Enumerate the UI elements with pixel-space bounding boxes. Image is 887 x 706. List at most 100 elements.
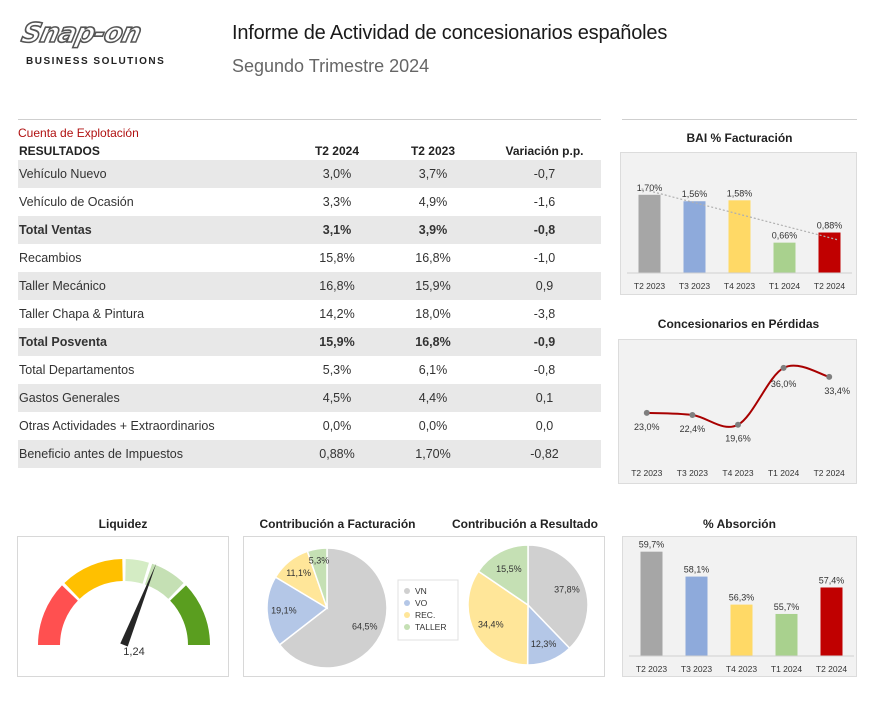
pie-legend: VN VO REC. TALLER	[397, 579, 459, 641]
facturacion-value-label: 5,3%	[309, 556, 330, 566]
x-tick-label: T1 2024	[771, 664, 802, 674]
legend-label: REC.	[415, 610, 435, 620]
perdidas-chart-panel: 23,0% T2 2023 22,4% T3 2023 19,6% T4 2023 36,0…	[618, 339, 857, 484]
point-value-label: 23,0%	[634, 422, 660, 432]
table-row: Taller Chapa & Pintura 14,2% 18,0% -3,8	[18, 300, 601, 328]
row-t2-2023: 0,0%	[418, 419, 448, 433]
x-tick-label: T2 2023	[634, 281, 665, 291]
row-name: Taller Mecánico	[19, 279, 106, 293]
table-header: RESULTADOS T2 2024 T2 2023 Variación p.p…	[18, 142, 601, 160]
bar-t1-2024	[775, 613, 798, 656]
resultado-slice-taller	[477, 544, 529, 607]
line-point	[826, 373, 833, 380]
row-t2-2024: 15,9%	[319, 335, 355, 349]
bai-chart-title: BAI % Facturación	[686, 131, 793, 145]
absorcion-chart-title: % Absorción	[703, 517, 776, 531]
bar-value-label: 1,70%	[637, 183, 663, 193]
perdidas-chart-title: Concesionarios en Pérdidas	[657, 317, 820, 331]
section-label: Cuenta de Explotación	[18, 126, 139, 140]
row-variation: -0,8	[533, 223, 556, 237]
table-row: Otras Actividades + Extraordinarios 0,0% 0…	[18, 412, 601, 440]
point-value-label: 36,0%	[771, 379, 797, 389]
facturacion-slice-taller	[306, 547, 328, 609]
row-t2-2023: 4,9%	[418, 195, 448, 209]
row-t2-2024: 3,3%	[322, 195, 352, 209]
row-name: Vehículo Nuevo	[19, 167, 107, 181]
x-tick-label: T2 2024	[816, 664, 847, 674]
absorcion-chart-panel: 59,7% T2 2023 58,1% T3 2023 56,3% T4 2023 55,7…	[622, 536, 857, 677]
table-row: Gastos Generales 4,5% 4,4% 0,1	[18, 384, 601, 412]
row-t2-2024: 16,8%	[319, 279, 355, 293]
point-value-label: 19,6%	[725, 434, 751, 444]
row-variation: -0,8	[533, 363, 556, 377]
row-t2-2023: 3,7%	[418, 167, 448, 181]
row-variation: 0,0	[535, 419, 554, 433]
row-variation: 0,1	[535, 391, 554, 405]
point-value-label: 22,4%	[680, 424, 706, 434]
x-tick-label: T2 2023	[631, 468, 662, 478]
row-name: Beneficio antes de Impuestos	[19, 447, 183, 461]
table-body: Vehículo Nuevo 3,0% 3,7% -0,7 Vehículo de Oc…	[18, 160, 601, 468]
row-t2-2023: 4,4%	[418, 391, 448, 405]
facturacion-value-label: 19,1%	[271, 606, 297, 616]
table-row: Beneficio antes de Impuestos 0,88% 1,70% -0…	[18, 440, 601, 468]
line-point	[643, 409, 650, 416]
bar-t4-2023	[730, 604, 753, 656]
resultado-value-label: 12,3%	[531, 639, 557, 649]
x-tick-label: T3 2023	[677, 468, 708, 478]
x-tick-label: T2 2024	[814, 281, 845, 291]
legend-marker	[404, 624, 410, 630]
bar-t2-2023	[638, 194, 661, 273]
legend-marker	[404, 612, 410, 618]
bar-value-label: 57,4%	[819, 575, 845, 585]
bar-value-label: 58,1%	[684, 565, 710, 575]
x-tick-label: T2 2023	[636, 664, 667, 674]
row-t2-2023: 3,9%	[418, 223, 448, 237]
row-name: Total Departamentos	[19, 363, 135, 377]
trend-line	[641, 188, 838, 241]
row-t2-2024: 0,88%	[319, 447, 355, 461]
legend-label: VN	[415, 586, 427, 596]
bar-t2-2023	[640, 551, 663, 656]
page-title: Informe de Actividad de concesionarios e…	[232, 22, 668, 44]
table-row: Recambios 15,8% 16,8% -1,0	[18, 244, 601, 272]
header-results: RESULTADOS	[19, 144, 100, 158]
row-variation: -0,7	[533, 167, 556, 181]
x-tick-label: T1 2024	[768, 468, 799, 478]
legend-marker	[404, 600, 410, 606]
header-variation: Variación p.p.	[505, 144, 584, 158]
facturacion-chart-title: Contribución a Facturación	[259, 517, 416, 531]
facturacion-slice-vn	[278, 547, 388, 669]
logo-text: Snap-on	[18, 17, 144, 50]
x-tick-label: T3 2023	[679, 281, 710, 291]
bai-chart: 1,70% T2 2023 1,56% T3 2023 1,58% T4 2023 0,66…	[627, 183, 852, 291]
row-t2-2023: 15,9%	[415, 279, 451, 293]
legend-label: TALLER	[415, 622, 447, 632]
facturacion-value-label: 64,5%	[352, 621, 378, 631]
table-row: Total Ventas 3,1% 3,9% -0,8	[18, 216, 601, 244]
bai-chart-panel: 1,70% T2 2023 1,56% T3 2023 1,58% T4 2023 0,66…	[620, 152, 857, 295]
divider-right	[622, 119, 857, 120]
gauge-needle	[120, 563, 157, 647]
row-name: Taller Chapa & Pintura	[19, 307, 145, 321]
legend-label: VO	[415, 598, 428, 608]
row-t2-2023: 16,8%	[415, 251, 451, 265]
line-point	[735, 421, 741, 428]
row-t2-2023: 6,1%	[418, 363, 448, 377]
liquidez-chart-title: Liquidez	[98, 517, 148, 531]
bar-value-label: 55,7%	[774, 602, 800, 612]
contribution-panel: 64,5% 19,1% 11,1% 5,3% 37,8% 12,3% 34,4% 15,5% V…	[243, 536, 605, 677]
gauge-segment	[38, 585, 78, 645]
table-row: Total Departamentos 5,3% 6,1% -0,8	[18, 356, 601, 384]
perdidas-chart: 23,0% T2 2023 22,4% T3 2023 19,6% T4 2023 36,0…	[631, 364, 850, 478]
facturacion-slice-vo	[266, 576, 329, 646]
bar-value-label: 56,3%	[729, 593, 755, 603]
resultado-value-label: 15,5%	[496, 564, 522, 574]
gauge-segment	[64, 559, 123, 599]
resultado-slice-rec	[467, 570, 529, 666]
x-tick-label: T4 2023	[726, 664, 757, 674]
row-t2-2024: 3,0%	[322, 167, 352, 181]
row-name: Vehículo de Ocasión	[19, 195, 134, 209]
page-subtitle: Segundo Trimestre 2024	[232, 56, 430, 76]
line-point	[689, 412, 696, 419]
